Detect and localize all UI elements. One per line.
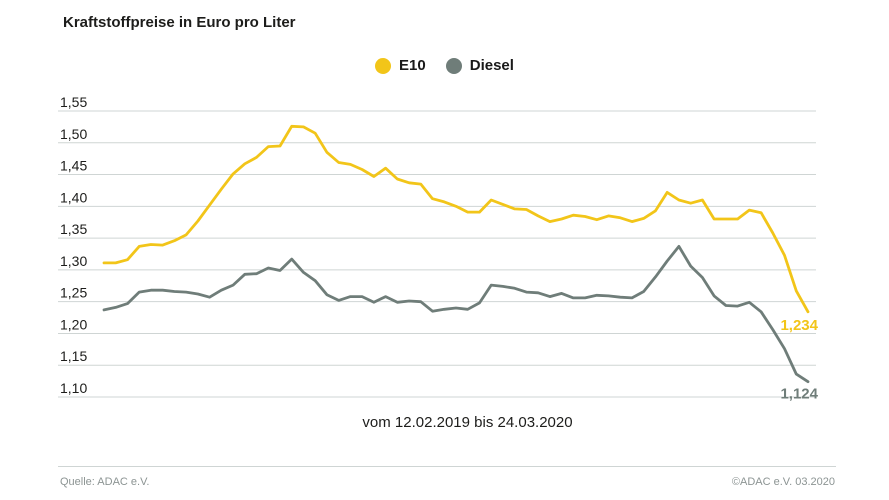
y-tick-label: 1,20 bbox=[60, 316, 87, 332]
y-tick-label: 1,50 bbox=[60, 126, 87, 142]
legend-label-e10: E10 bbox=[399, 57, 426, 74]
y-tick-label: 1,25 bbox=[60, 285, 87, 301]
grid-lines bbox=[58, 110, 816, 398]
date-range-label: vom 12.02.2019 bis 24.03.2020 bbox=[362, 414, 573, 431]
legend: E10 Diesel bbox=[0, 57, 889, 74]
legend-swatch-diesel bbox=[445, 57, 462, 74]
legend-label-diesel: Diesel bbox=[469, 57, 514, 74]
copyright-note: ©ADAC e.V. 03.2020 bbox=[731, 476, 835, 488]
y-tick-label: 1,55 bbox=[60, 94, 87, 110]
y-tick-label: 1,15 bbox=[60, 348, 87, 364]
end-value-label-diesel: 1,124 bbox=[780, 386, 818, 403]
y-tick-label: 1,40 bbox=[60, 189, 87, 205]
y-tick-label: 1,45 bbox=[60, 158, 87, 174]
end-value-label-e10: 1,234 bbox=[780, 317, 818, 334]
chart-title: Kraftstoffpreise in Euro pro Liter bbox=[63, 14, 296, 31]
legend-item-diesel: Diesel bbox=[445, 57, 514, 74]
source-note: Quelle: ADAC e.V. bbox=[60, 476, 150, 488]
y-tick-label: 1,35 bbox=[60, 221, 87, 237]
y-tick-label: 1,10 bbox=[60, 380, 87, 396]
y-tick-label: 1,30 bbox=[60, 253, 87, 269]
legend-item-e10: E10 bbox=[375, 57, 426, 74]
legend-swatch-e10 bbox=[375, 57, 392, 74]
footer-divider bbox=[58, 466, 836, 467]
series-line-e10 bbox=[102, 124, 810, 314]
series-line-diesel bbox=[102, 244, 810, 384]
